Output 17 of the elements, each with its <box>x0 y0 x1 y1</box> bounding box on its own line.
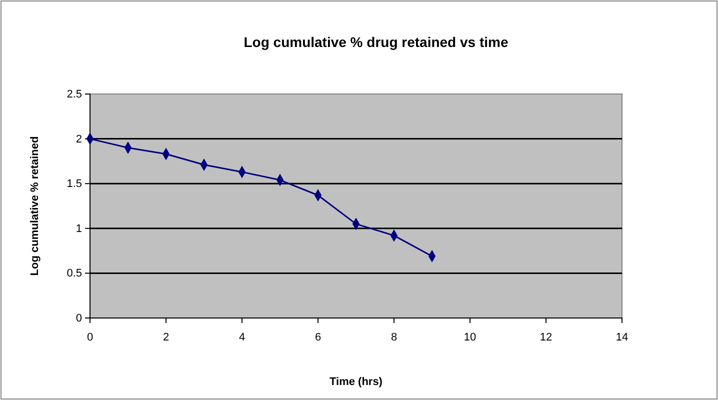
x-tick-label: 6 <box>314 331 322 344</box>
y-tick-label: 0 <box>76 312 82 325</box>
y-tick-label: 1 <box>76 222 82 235</box>
x-tick-label: 14 <box>616 331 628 344</box>
x-axis-title: Time (hrs) <box>330 376 383 388</box>
y-tick-label: 0.5 <box>66 268 82 280</box>
y-tick-label: 2.5 <box>66 88 82 101</box>
chart-title: Log cumulative % drug retained vs time <box>244 34 508 50</box>
x-tick-label: 12 <box>540 331 552 344</box>
y-axis-title: Log cumulative % retained <box>29 136 41 276</box>
x-tick-label: 2 <box>162 331 170 344</box>
x-tick-label: 10 <box>464 331 476 344</box>
x-tick-label: 0 <box>86 331 94 344</box>
y-tick-label: 1.5 <box>66 178 82 190</box>
x-tick-label: 4 <box>238 331 246 344</box>
y-tick-label: 2 <box>76 133 82 146</box>
x-tick-label: 8 <box>390 331 398 344</box>
